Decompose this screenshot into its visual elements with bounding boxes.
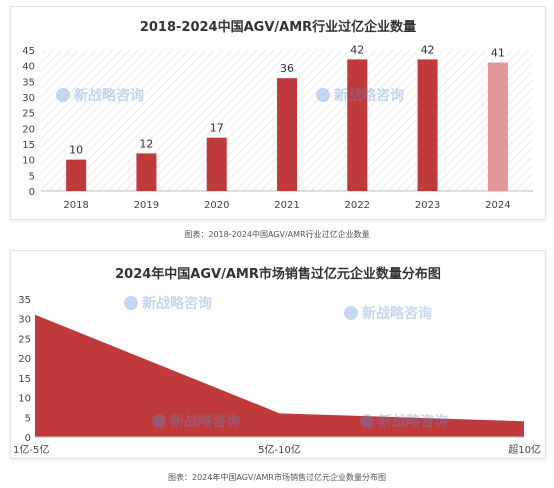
watermark-text: 新战略咨询 [362, 305, 432, 322]
x-tick-label: 2022 [345, 200, 370, 211]
chart-title: 2018-2024中国AGV/AMR行业过亿企业数量 [140, 19, 416, 35]
watermark: 新战略咨询 [344, 305, 432, 322]
x-tick-label: 2024 [485, 200, 510, 211]
watermark-text: 新战略咨询 [170, 413, 240, 430]
data-label: 42 [350, 43, 364, 56]
watermark-text: 新战略咨询 [378, 413, 448, 430]
y-tick-label: 20 [18, 354, 31, 365]
x-tick-label: 1亿-5亿 [13, 443, 49, 456]
y-tick-label: 45 [22, 46, 35, 57]
data-label: 12 [139, 137, 153, 150]
data-label: 36 [280, 62, 294, 75]
area-chart-caption: 图表：2024年中国AGV/AMR市场销售过亿元企业数量分布图 [168, 473, 386, 482]
watermark-logo-icon [124, 296, 138, 310]
y-tick-label: 5 [29, 171, 35, 182]
bar [136, 153, 157, 191]
area-series [35, 314, 524, 437]
y-tick-label: 25 [18, 334, 31, 345]
watermark: 新战略咨询 [56, 87, 144, 104]
bar [347, 59, 368, 192]
area-chart: 2024年中国AGV/AMR市场销售过亿元企业数量分布图 0 5 10 15 20 25 30… [13, 266, 541, 456]
y-tick-label: 25 [22, 109, 35, 120]
watermark: 新战略咨询 [124, 295, 212, 312]
watermark-text: 新战略咨询 [142, 295, 212, 312]
watermark: 新战略咨询 [316, 87, 404, 104]
bar [487, 62, 508, 192]
y-tick-label: 10 [18, 394, 31, 405]
x-tick-label: 2021 [274, 200, 299, 211]
y-tick-label: 20 [22, 124, 35, 135]
y-tick-label: 15 [18, 374, 31, 385]
x-tick-label: 超10亿 [508, 443, 541, 456]
x-tick-label: 2019 [134, 200, 159, 211]
y-tick-label: 35 [22, 77, 35, 88]
bar [277, 78, 297, 191]
bar-chart-panel: 2018-2024中国AGV/AMR行业过亿企业数量 0 5 10 15 20 25 30 35… [10, 6, 546, 220]
y-tick-label: 0 [25, 433, 31, 444]
watermark-logo-icon [344, 306, 358, 320]
bar [417, 59, 438, 192]
watermark-text: 新战略咨询 [334, 87, 404, 104]
y-tick-label: 30 [22, 93, 35, 104]
y-tick-label: 10 [22, 156, 35, 167]
area-chart-panel: 2024年中国AGV/AMR市场销售过亿元企业数量分布图 0 5 10 15 20 25 30… [10, 250, 546, 459]
y-tick-label: 5 [25, 413, 31, 424]
watermark-logo-icon [152, 414, 166, 428]
x-tick-label: 2020 [204, 200, 229, 211]
data-label: 17 [210, 122, 224, 135]
bar [206, 137, 227, 191]
watermark: 新战略咨询 [360, 413, 448, 430]
watermark-logo-icon [360, 414, 374, 428]
x-tick-label: 2018 [63, 200, 88, 211]
y-tick-label: 30 [18, 315, 31, 326]
x-tick-label: 5亿-10亿 [258, 443, 301, 456]
data-label: 42 [421, 43, 435, 56]
bar-chart-caption: 图表：2018-2024中国AGV/AMR行业过亿企业数量 [184, 230, 370, 239]
y-tick-label: 35 [18, 295, 31, 306]
watermark-logo-icon [316, 88, 330, 102]
data-label: 10 [69, 144, 83, 157]
watermark-text: 新战略咨询 [74, 87, 144, 104]
y-tick-label: 0 [29, 187, 35, 198]
bar [66, 159, 87, 191]
data-label: 41 [491, 47, 505, 60]
watermark: 新战略咨询 [152, 413, 240, 430]
bar-chart: 2018-2024中国AGV/AMR行业过亿企业数量 0 5 10 15 20 25 30 35… [22, 19, 533, 211]
chart-title: 2024年中国AGV/AMR市场销售过亿元企业数量分布图 [115, 266, 441, 282]
y-tick-label: 15 [22, 140, 35, 151]
watermark-logo-icon [56, 88, 70, 102]
y-tick-label: 40 [22, 62, 35, 73]
x-tick-label: 2023 [415, 200, 440, 211]
